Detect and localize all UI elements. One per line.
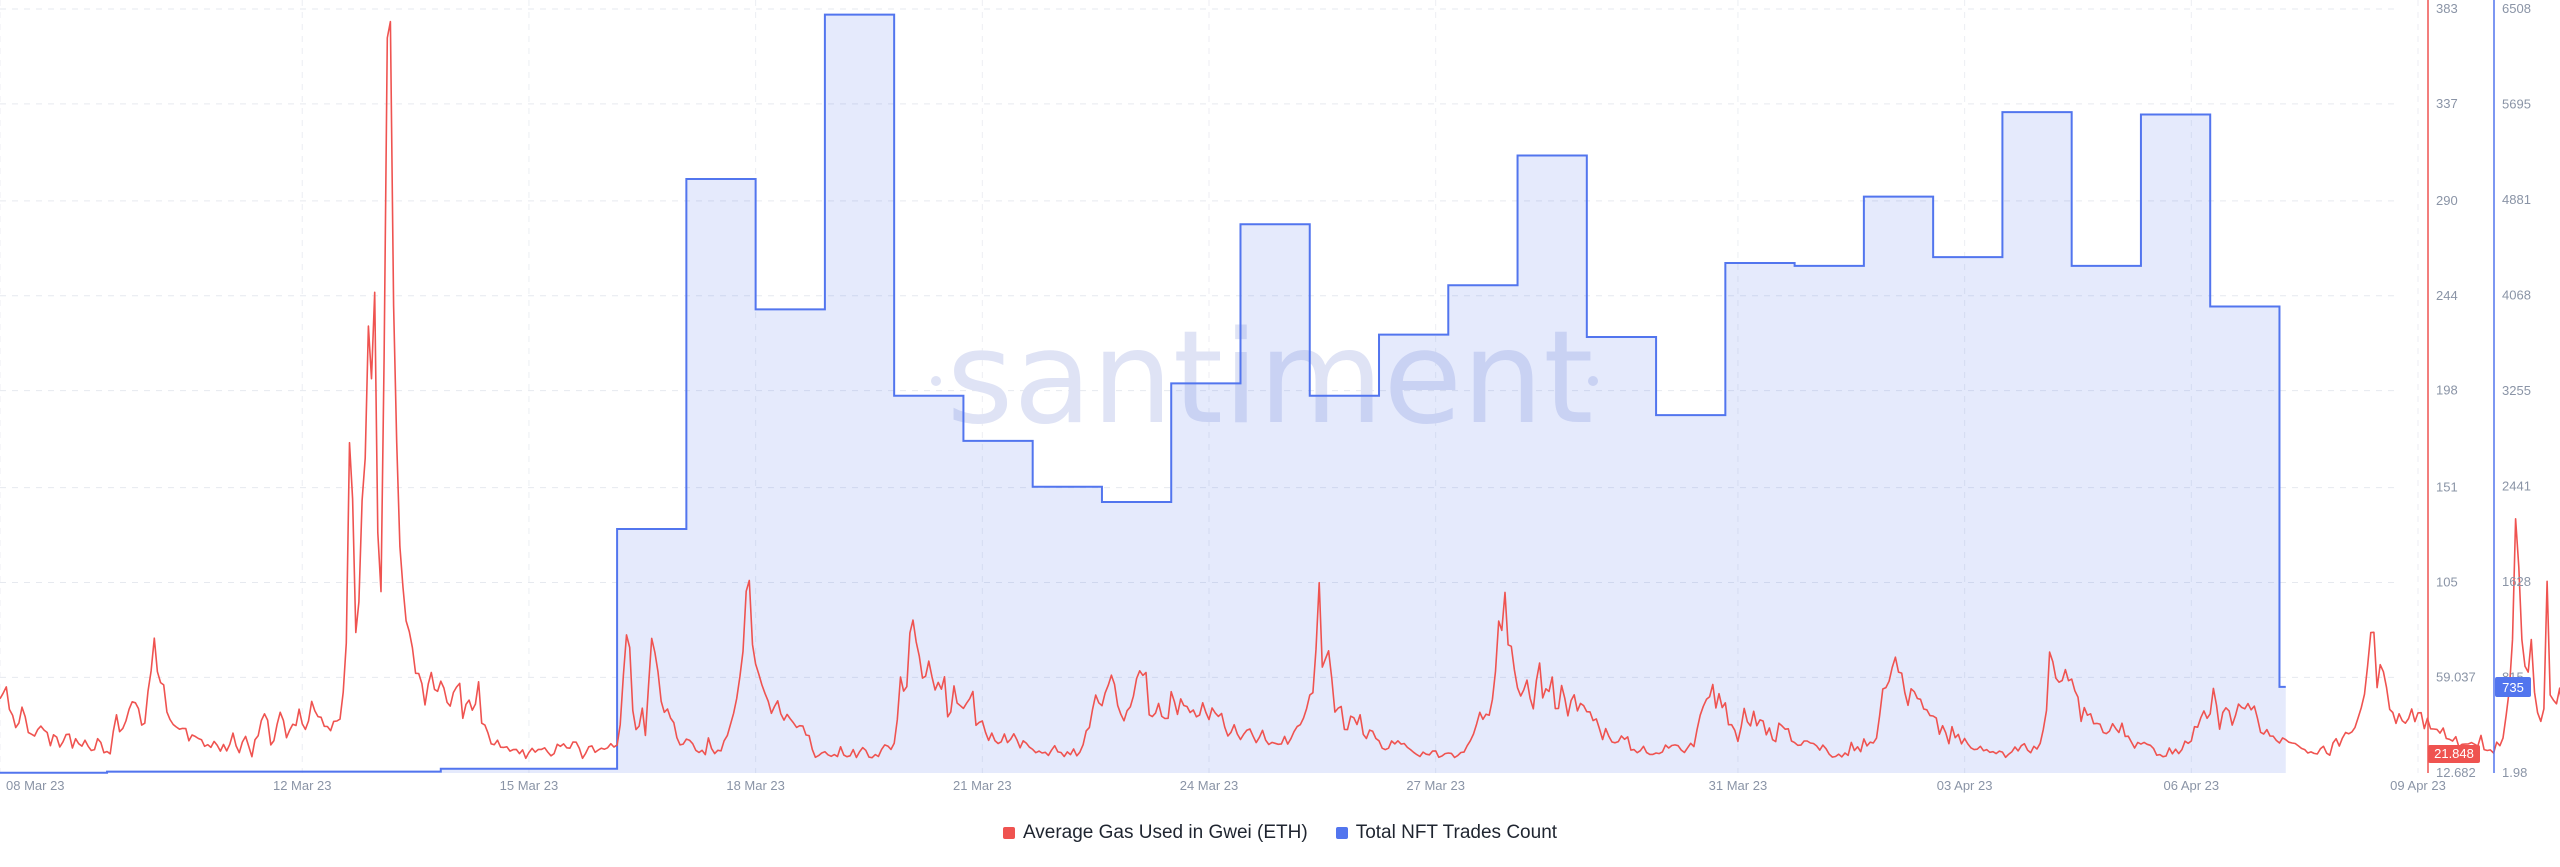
gas-value-badge (2428, 745, 2480, 763)
trades-axis-tick-label: 1.98 (2502, 765, 2527, 780)
gas-axis-tick-label: 337 (2436, 96, 2458, 111)
chart-legend: Average Gas Used in Gwei (ETH) Total NFT… (0, 818, 2560, 848)
x-axis-tick-label: 27 Mar 23 (1406, 778, 1465, 793)
axes-layer: 383 337 290 244 198 151 105 59.037 12.682 6508 569… (2427, 0, 2531, 780)
x-axis-tick-label: 03 Apr 23 (1937, 778, 1993, 793)
gas-value-badge-text: 21.848 (2434, 746, 2474, 761)
legend-item-gas[interactable]: Average Gas Used in Gwei (ETH) (1002, 822, 1308, 844)
watermark-dot-left (931, 376, 941, 386)
trades-axis-tick-label: 4068 (2502, 288, 2531, 303)
trades-axis-tick-label: 1628 (2502, 574, 2531, 589)
gas-legend-label: Average Gas Used in Gwei (ETH) (1022, 822, 1308, 843)
trades-legend-swatch (1335, 827, 1348, 839)
x-axis-tick-label: 31 Mar 23 (1709, 778, 1768, 793)
x-axis-ticks: 08 Mar 23 12 Mar 23 15 Mar 23 18 Mar 23 21 M… (6, 778, 2446, 793)
value-badges: 21.848 735 (2428, 677, 2531, 763)
trades-value-badge-text: 735 (2502, 680, 2524, 695)
x-axis-tick-label: 24 Mar 23 (1180, 778, 1239, 793)
santiment-watermark: santiment (947, 304, 1594, 453)
nft-trades-step-line (0, 13, 2286, 774)
x-axis-tick-label: 18 Mar 23 (726, 778, 785, 793)
x-axis-tick-label: 12 Mar 23 (273, 778, 332, 793)
gas-axis-tick-label: 151 (2436, 480, 2458, 495)
legend-item-trades[interactable]: Total NFT Trades Count (1335, 822, 1558, 844)
trades-value-badge (2495, 677, 2531, 697)
gas-axis-tick-label: 12.682 (2436, 765, 2476, 780)
trades-axis-tick-label: 4881 (2502, 192, 2531, 207)
x-axis-tick-label: 15 Mar 23 (500, 778, 559, 793)
nft-trades-area-fill (0, 14, 2286, 774)
gas-line-layer (0, 20, 2560, 760)
gas-line (0, 20, 2560, 760)
gas-axis-tick-label: 59.037 (2436, 669, 2476, 684)
trades-legend-label: Total NFT Trades Count (1355, 822, 1558, 843)
x-axis-tick-label: 08 Mar 23 (6, 778, 65, 793)
x-axis-tick-label: 06 Apr 23 (2163, 778, 2219, 793)
trades-axis-tick-label: 2441 (2502, 479, 2531, 494)
gas-axis-tick-label: 290 (2436, 193, 2458, 208)
x-axis-tick-label: 09 Apr 23 (2390, 778, 2446, 793)
trades-axis-tick-label: 6508 (2502, 1, 2531, 16)
gas-axis-tick-label: 383 (2436, 1, 2458, 16)
gas-legend-swatch (1002, 827, 1015, 839)
nft-trades-area-layer (0, 13, 2286, 774)
watermark-dot-right (1588, 376, 1598, 386)
x-axis-tick-label: 21 Mar 23 (953, 778, 1012, 793)
grid-layer (0, 0, 2419, 773)
gas-axis-tick-label: 105 (2436, 575, 2458, 590)
trades-axis-tick-label: 3255 (2502, 383, 2531, 398)
gas-axis-tick-label: 244 (2436, 288, 2458, 303)
trades-axis-tick-label: 5695 (2502, 96, 2531, 111)
gas-axis-tick-label: 198 (2436, 383, 2458, 398)
